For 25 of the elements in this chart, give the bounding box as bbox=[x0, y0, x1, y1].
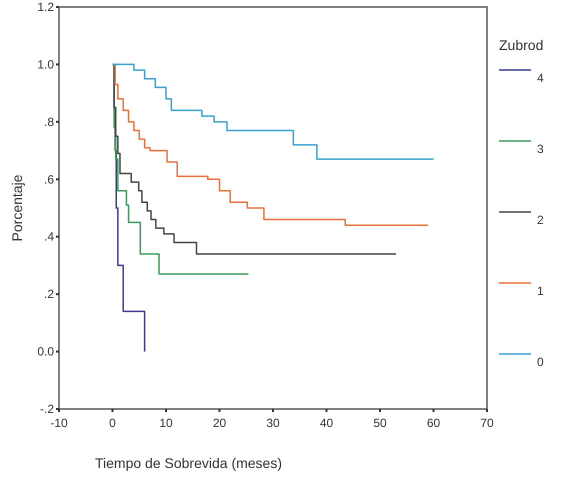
x-tick-label: 40 bbox=[320, 416, 334, 430]
x-tick-label: 70 bbox=[480, 416, 494, 430]
x-tick-label: 20 bbox=[212, 416, 226, 430]
y-axis-title: Porcentaje bbox=[9, 174, 25, 242]
legend-label: 0 bbox=[537, 355, 544, 369]
y-tick-label: .8 bbox=[44, 114, 54, 129]
legend-label: 4 bbox=[537, 71, 544, 85]
x-axis-title: Tiempo de Sobrevida (meses) bbox=[95, 455, 282, 471]
x-tick-label: -10 bbox=[50, 416, 68, 430]
y-tick-label: -.2 bbox=[40, 402, 54, 416]
x-tick-label: 0 bbox=[109, 416, 116, 430]
y-tick-label: .2 bbox=[44, 287, 54, 302]
x-tick-label: 30 bbox=[266, 416, 280, 430]
y-tick-label: 0.0 bbox=[37, 344, 54, 359]
legend-label: 1 bbox=[537, 284, 544, 298]
x-tick-label: 10 bbox=[159, 416, 173, 430]
x-tick-label: 50 bbox=[373, 416, 387, 430]
legend-title: Zubrod bbox=[499, 37, 544, 53]
y-tick-label: .6 bbox=[44, 172, 54, 186]
y-tick-label: .4 bbox=[44, 230, 54, 244]
legend-label: 3 bbox=[537, 142, 544, 156]
y-tick-label: 1.2 bbox=[37, 0, 54, 14]
legend-label: 2 bbox=[537, 213, 544, 227]
y-tick-label: 1.0 bbox=[37, 57, 54, 72]
x-tick-label: 60 bbox=[426, 416, 440, 430]
